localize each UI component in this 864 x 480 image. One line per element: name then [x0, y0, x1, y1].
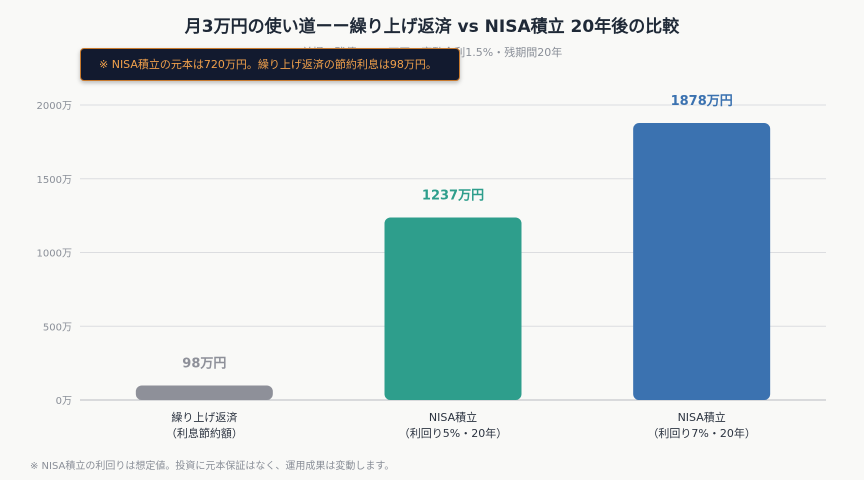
principal-note-tooltip: ※ NISA積立の元本は720万円。繰り上げ返済の節約利息は98万円。 [80, 48, 460, 81]
footnote: ※ NISA積立の利回りは想定値。投資に元本保証はなく、運用成果は変動します。 [30, 461, 395, 472]
x-tick-label: （利回り5%・20年） [399, 426, 507, 440]
bar [384, 217, 522, 400]
y-tick-label: 1500万 [37, 175, 72, 186]
y-axis: 0万 500万 1000万 1500万 2000万 [37, 101, 72, 407]
data-label: 1237万円 [422, 189, 484, 204]
data-label: 1878万円 [671, 94, 733, 109]
bars [135, 122, 771, 401]
chart-title: 月3万円の使い道ーー繰り上げ返済 vs NISA積立 20年後の比較 [184, 17, 680, 37]
bar [633, 122, 771, 401]
y-tick-label: 2000万 [37, 101, 72, 112]
x-tick-label: （利回り7%・20年） [647, 426, 755, 440]
data-labels: 98万円 1237万円 1878万円 [182, 94, 732, 372]
x-axis: 繰り上げ返済 （利息節約額） NISA積立 （利回り5%・20年） NISA積立 （利回り… [166, 410, 756, 440]
x-tick-label: （利息節約額） [166, 426, 243, 440]
y-tick-label: 1000万 [37, 249, 72, 260]
x-tick-label: NISA積立 [429, 410, 477, 424]
y-tick-label: 0万 [56, 396, 72, 407]
data-label: 98万円 [182, 357, 226, 372]
y-tick-label: 500万 [43, 322, 72, 333]
bar [135, 385, 273, 400]
x-tick-label: NISA積立 [678, 410, 726, 424]
x-tick-label: 繰り上げ返済 [171, 410, 237, 424]
